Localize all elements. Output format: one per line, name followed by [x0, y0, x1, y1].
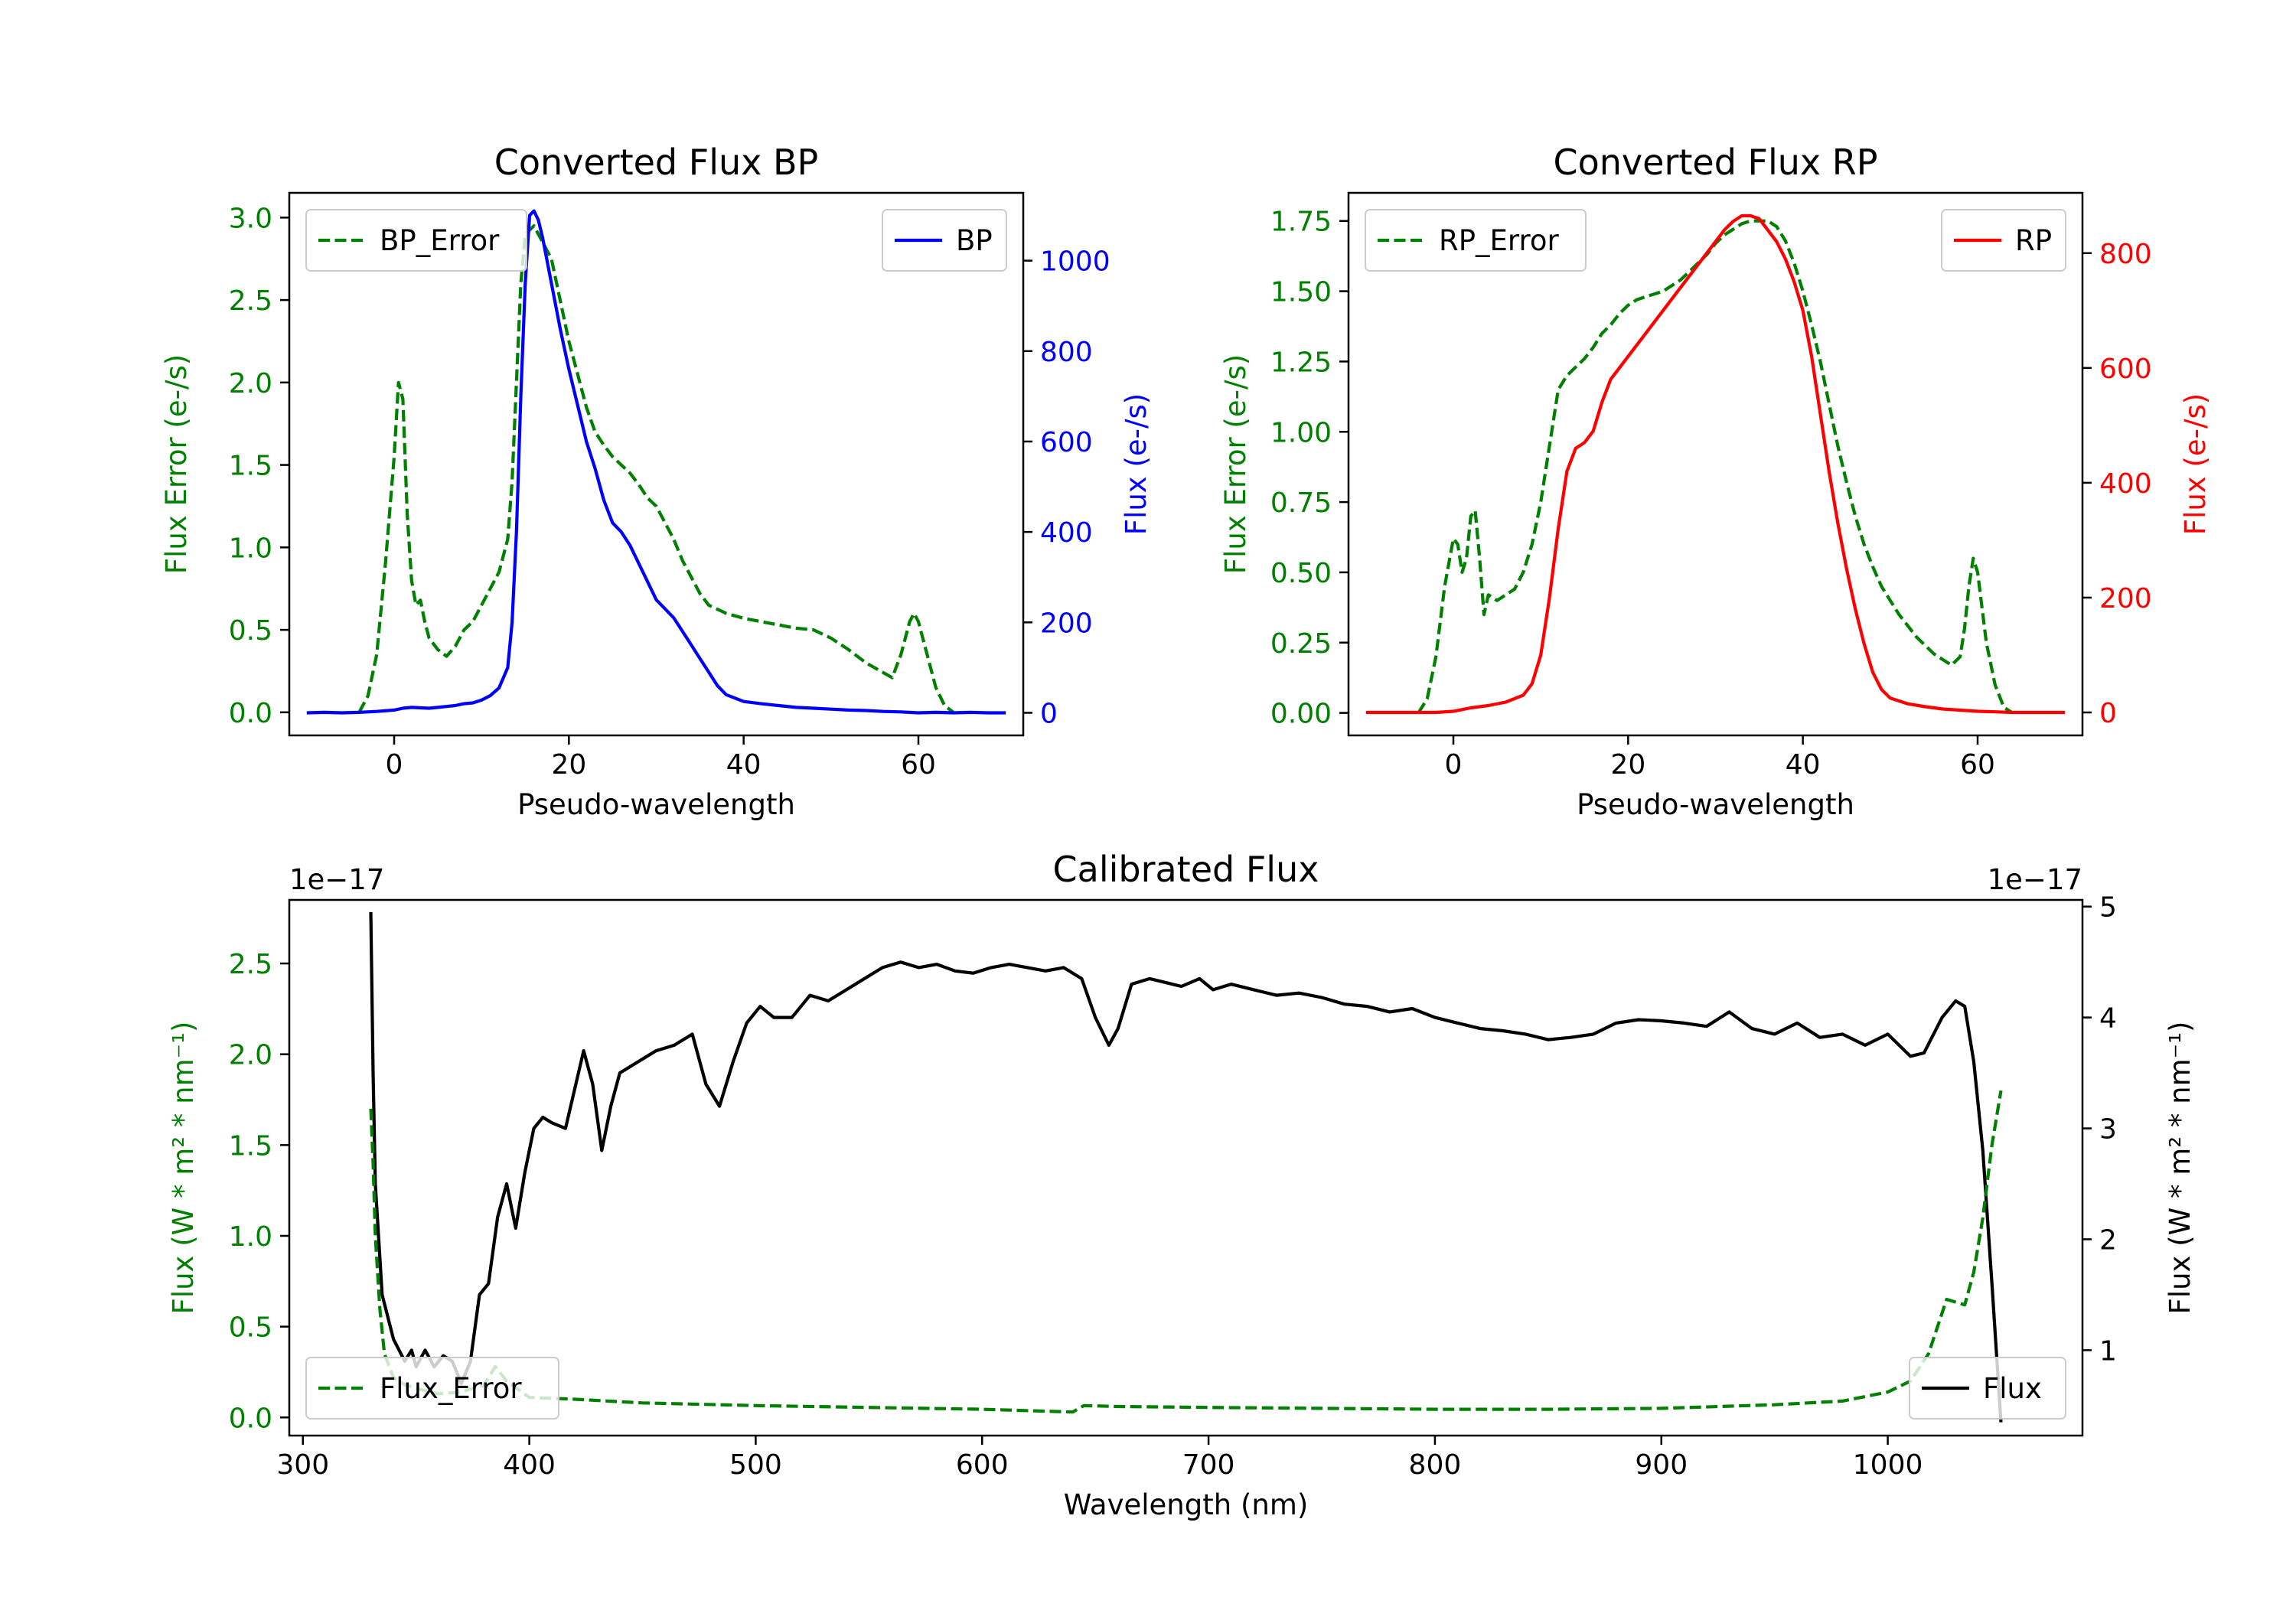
y-tick-label-right: 0	[1040, 698, 1058, 729]
x-tick-label: 0	[386, 749, 403, 781]
x-tick-label: 600	[956, 1449, 1009, 1481]
y-tick-label-right: 3	[2099, 1114, 2117, 1146]
y-tick-label-left: 0.5	[229, 615, 272, 647]
y-tick-label-left: 0.0	[229, 698, 272, 729]
legend-bp-error: BP_Error	[305, 209, 527, 272]
y-tick-label-right: 1	[2099, 1335, 2117, 1367]
series-line-bp	[306, 209, 1006, 715]
x-axis-label: Pseudo-wavelength	[517, 788, 795, 821]
x-tick-label: 40	[726, 749, 762, 781]
y-tick-label-left: 0.5	[229, 1312, 272, 1344]
y-tick-label-left: 0.0	[229, 1403, 272, 1434]
y-tick-label-left: 2.5	[229, 949, 272, 980]
legend-rp: RP	[1941, 209, 2066, 272]
legend-flux: Flux	[1909, 1357, 2066, 1420]
legend-label: RP	[2015, 224, 2052, 257]
y-tick-label-left: 3.0	[229, 203, 272, 234]
legend-box	[882, 209, 1007, 272]
plot-frame	[1347, 191, 2084, 737]
legend-flux-error: Flux_Error	[305, 1357, 559, 1420]
y-axis-label-right: Flux (e-/s)	[1120, 393, 1153, 535]
y-tick-label-left: 0.00	[1270, 699, 1332, 730]
legend-label: Flux_Error	[380, 1372, 522, 1405]
y-tick-label-right: 400	[1040, 517, 1093, 549]
y-axis-label-right: Flux (W * m² * nm⁻¹)	[2164, 1022, 2197, 1315]
y-tick-label-left: 1.25	[1270, 347, 1332, 378]
y-tick-label-left: 1.5	[229, 1130, 272, 1162]
x-tick-label: 0	[1445, 749, 1463, 781]
y-tick-label-left: 0.75	[1270, 487, 1332, 519]
y-tick-label-right: 600	[1040, 427, 1093, 458]
legend-label: BP	[956, 224, 993, 257]
x-tick-label: 400	[503, 1449, 556, 1481]
y-axis-label-left: Flux (W * m² * nm⁻¹)	[167, 1022, 200, 1315]
y-tick-label-right: 200	[2099, 583, 2152, 614]
y-tick-label-right: 200	[1040, 608, 1093, 639]
y-tick-label-right: 5	[2099, 892, 2117, 924]
y-axis-label-left: Flux Error (e-/s)	[1219, 354, 1252, 574]
x-axis-label: Wavelength (nm)	[1064, 1488, 1309, 1521]
series-line-flux-error	[369, 1090, 2003, 1414]
legend-box	[1941, 209, 2066, 272]
y-axis-label-right: Flux (e-/s)	[2179, 393, 2212, 535]
y-tick-label-left: 0.25	[1270, 628, 1332, 660]
x-tick-label: 20	[1610, 749, 1645, 781]
x-tick-label: 60	[901, 749, 936, 781]
panel-title: Converted Flux BP	[494, 142, 819, 183]
series-line-rp-error	[1417, 219, 2014, 715]
panel-calibrated: 300 400 500 600 700 800 900 1000 0.0 0.5 1.0 1.5 2.0…	[167, 849, 2197, 1521]
y-tick-label-right: 400	[2099, 468, 2152, 500]
x-tick-label: 500	[729, 1449, 782, 1481]
x-tick-label: 20	[551, 749, 586, 781]
panel-title: Converted Flux RP	[1554, 142, 1878, 183]
panel-title: Calibrated Flux	[1053, 849, 1319, 890]
y-tick-label-left: 2.0	[229, 368, 272, 399]
y-tick-label-left: 2.5	[229, 285, 272, 317]
x-tick-label: 60	[1960, 749, 1995, 781]
offset-label-right: 1e−17	[1988, 863, 2082, 896]
plot-frame	[288, 191, 1025, 737]
y-tick-label-left: 1.00	[1270, 417, 1332, 448]
panel-bp: 0 20 40 60 0.0 0.5 1.0 1.5 2.0 2.5 3.0 0 200 400 600 80…	[160, 142, 1153, 821]
series-line-rp	[1365, 214, 2066, 715]
series-line-flux	[369, 911, 2003, 1423]
y-tick-label-left: 0.50	[1270, 558, 1332, 589]
y-tick-label-left: 1.5	[229, 451, 272, 482]
y-tick-label-left: 1.0	[229, 533, 272, 564]
legend-box	[1909, 1357, 2066, 1420]
y-tick-label-right: 800	[2099, 239, 2152, 270]
legend-box	[305, 209, 527, 272]
x-tick-label: 300	[276, 1449, 329, 1481]
legend-rp-error: RP_Error	[1365, 209, 1587, 272]
x-tick-label: 900	[1635, 1449, 1688, 1481]
plot-frame	[288, 898, 2084, 1437]
x-tick-label: 1000	[1853, 1449, 1923, 1481]
y-tick-label-left: 2.0	[229, 1040, 272, 1071]
legend-label: RP_Error	[1439, 224, 1559, 257]
y-tick-label-right: 4	[2099, 1003, 2117, 1035]
offset-label-left: 1e−17	[289, 863, 384, 896]
y-tick-label-left: 1.0	[229, 1221, 272, 1253]
y-tick-label-left: 1.50	[1270, 277, 1332, 308]
y-tick-label-left: 1.75	[1270, 207, 1332, 238]
legend-box	[1365, 209, 1587, 272]
legend-label: BP_Error	[380, 224, 500, 257]
legend-box	[305, 1357, 559, 1420]
series-line-bp-error	[357, 224, 954, 714]
y-tick-label-right: 2	[2099, 1224, 2117, 1256]
y-tick-label-right: 1000	[1040, 246, 1110, 278]
x-tick-label: 700	[1182, 1449, 1235, 1481]
y-tick-label-right: 600	[2099, 354, 2152, 385]
x-axis-label: Pseudo-wavelength	[1577, 788, 1854, 821]
y-tick-label-right: 800	[1040, 337, 1093, 368]
y-axis-label-left: Flux Error (e-/s)	[160, 354, 193, 574]
x-tick-label: 800	[1409, 1449, 1462, 1481]
legend-bp: BP	[882, 209, 1007, 272]
legend-label: Flux	[1983, 1372, 2042, 1405]
x-tick-label: 40	[1786, 749, 1821, 781]
panel-rp: 0 20 40 60 0.00 0.25 0.50 0.75 1.00 1.25 1.50 1.75 0…	[1219, 142, 2212, 821]
y-tick-label-right: 0	[2099, 698, 2117, 729]
